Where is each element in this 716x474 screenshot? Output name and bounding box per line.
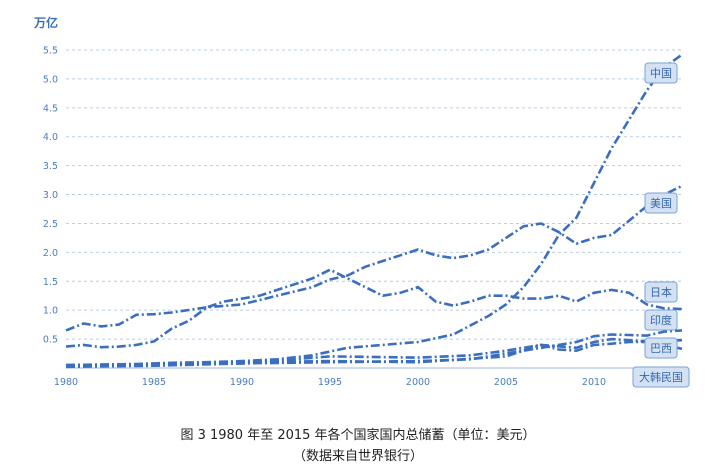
y-tick-label: 4.0 — [43, 132, 58, 143]
y-tick-label: 5.0 — [43, 74, 58, 85]
y-tick-label: 4.5 — [43, 103, 58, 114]
y-tick-label: 2.5 — [43, 219, 58, 230]
x-tick-label: 2010 — [582, 377, 606, 388]
series-lines — [65, 53, 683, 369]
x-tick-label: 1995 — [318, 377, 342, 388]
series-label-box: 大韩民国 — [632, 366, 690, 388]
x-axis-ticks: 1980 1985 1990 1995 2000 2005 2010 — [54, 377, 606, 388]
series-label: 巴西 — [650, 342, 672, 355]
series-label-box: 美国 — [644, 192, 678, 214]
x-tick-label: 2005 — [494, 377, 518, 388]
chart-caption: 图 3 1980 年至 2015 年各个国家国内总储蓄（单位：美元） — [180, 428, 536, 443]
x-tick-label: 1990 — [230, 377, 254, 388]
series-label-box: 日本 — [644, 281, 678, 303]
chart-source-note: （数据来自世界银行） — [292, 449, 423, 464]
series-label: 印度 — [650, 313, 672, 327]
series-label-box: 印度 — [644, 309, 678, 331]
y-tick-label: 1.0 — [43, 306, 58, 317]
y-tick-label: 2.0 — [43, 248, 58, 259]
y-tick-label: 1.5 — [43, 277, 58, 288]
y-tick-label: 3.0 — [43, 190, 58, 201]
series-label-box: 中国 — [644, 62, 678, 84]
series-line — [65, 338, 683, 369]
series-line — [65, 329, 683, 368]
series-line — [65, 337, 683, 367]
grid-lines — [66, 49, 682, 340]
y-axis-ticks: 0.5 1.0 1.5 2.0 2.5 3.0 3.5 4.0 4.5 5.0 5.5 — [43, 46, 58, 346]
series-line — [65, 184, 683, 332]
y-tick-label: 5.5 — [43, 46, 58, 57]
y-tick-label: 3.5 — [43, 161, 58, 172]
series-line — [65, 268, 683, 349]
x-tick-label: 1980 — [54, 377, 78, 388]
series-label: 日本 — [650, 285, 672, 299]
series-label: 中国 — [650, 67, 672, 80]
y-axis-unit-label: 万亿 — [34, 16, 59, 30]
series-line — [65, 53, 683, 367]
series-label: 大韩民国 — [639, 370, 683, 384]
x-tick-label: 1985 — [142, 377, 166, 388]
y-tick-label: 0.5 — [43, 335, 58, 346]
series-label-box: 巴西 — [644, 337, 678, 359]
series-label: 美国 — [650, 197, 672, 210]
x-tick-label: 2000 — [406, 377, 430, 388]
